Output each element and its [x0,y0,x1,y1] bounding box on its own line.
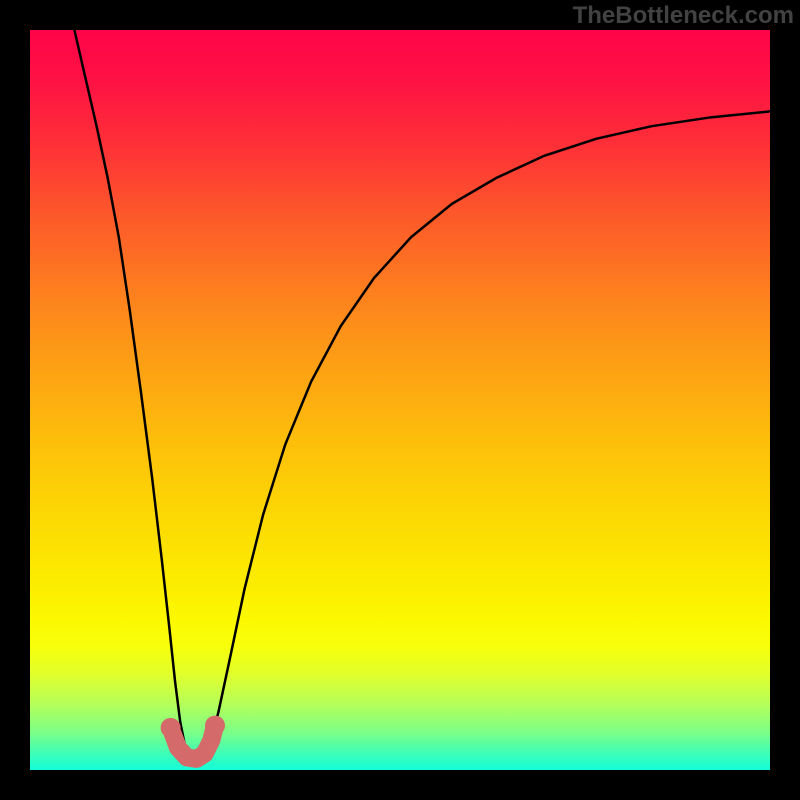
plot-area [30,30,770,770]
highlight-end-dot [205,716,225,736]
site-watermark: TheBottleneck.com [573,2,794,30]
chart-svg [30,30,770,770]
highlight-start-dot [161,718,181,738]
chart-frame: TheBottleneck.com [0,0,800,800]
